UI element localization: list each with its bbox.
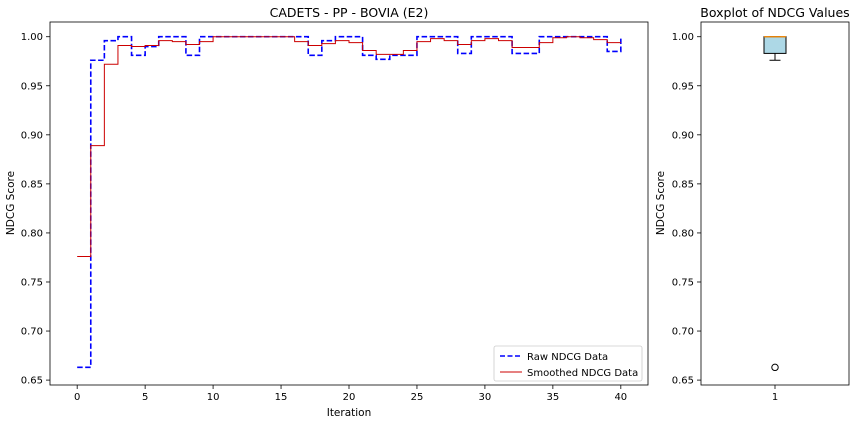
box-axes-frame xyxy=(700,21,850,386)
box-iqr xyxy=(763,36,787,54)
main-y-axis-label: NDCG Score xyxy=(5,171,17,235)
y-tick-label: 0.95 xyxy=(21,81,43,92)
y-tick-label: 0.90 xyxy=(21,130,43,141)
y-tick-label: 0.70 xyxy=(21,327,43,338)
box-y-tick-label: 0.75 xyxy=(672,277,694,288)
legend: Raw NDCG Data Smoothed NDCG Data xyxy=(493,345,643,382)
main-chart-title: CADETS - PP - BOVIA (E2) xyxy=(270,5,429,20)
x-tick-label: 30 xyxy=(479,392,492,403)
main-plot-area xyxy=(77,35,622,369)
y-tick-label: 0.65 xyxy=(21,376,43,387)
x-tick-label: 5 xyxy=(142,392,148,403)
box-y-tick-label: 0.65 xyxy=(672,376,694,387)
box-y-tick-label: 0.90 xyxy=(672,130,694,141)
box-y-tick-label: 0.95 xyxy=(672,81,694,92)
main-x-ticks: 0 5 10 15 20 25 30 35 40 xyxy=(74,385,627,403)
main-x-axis-label: Iteration xyxy=(327,407,372,419)
box-chart-title: Boxplot of NDCG Values xyxy=(700,5,849,20)
box-y-tick-label: 0.80 xyxy=(672,228,694,239)
x-tick-label: 0 xyxy=(74,392,80,403)
legend-raw-label: Raw NDCG Data xyxy=(527,352,608,363)
box-y-tick-label: 1.00 xyxy=(672,32,694,43)
box-x-tick-label: 1 xyxy=(772,392,778,403)
main-y-ticks: 0.65 0.70 0.75 0.80 0.85 0.90 0.95 1.00 xyxy=(21,32,50,387)
box-y-ticks: 0.65 0.70 0.75 0.80 0.85 0.90 0.95 1.00 xyxy=(672,32,701,387)
box-outlier xyxy=(771,363,779,372)
x-tick-label: 40 xyxy=(614,392,627,403)
box-chart: Boxplot of NDCG Values 1 0.65 0.70 0.75 0.8… xyxy=(655,5,850,403)
box-x-ticks: 1 xyxy=(772,385,778,403)
box-plot-area xyxy=(763,36,787,372)
legend-frame xyxy=(493,345,643,382)
x-tick-label: 35 xyxy=(546,392,559,403)
box-y-axis-label: NDCG Score xyxy=(655,171,667,235)
main-chart: CADETS - PP - BOVIA (E2) 0 5 10 15 20 25 30 35 4… xyxy=(5,5,649,419)
x-tick-label: 15 xyxy=(275,392,288,403)
y-tick-label: 0.75 xyxy=(21,277,43,288)
box-y-tick-label: 0.85 xyxy=(672,179,694,190)
y-tick-label: 0.85 xyxy=(21,179,43,190)
x-tick-label: 25 xyxy=(411,392,424,403)
y-tick-label: 1.00 xyxy=(21,32,43,43)
x-tick-label: 10 xyxy=(207,392,220,403)
x-tick-label: 20 xyxy=(343,392,356,403)
series-line-raw xyxy=(77,35,622,369)
main-axes-frame xyxy=(49,21,649,386)
series-line-smoothed xyxy=(77,36,621,257)
legend-smoothed-label: Smoothed NDCG Data xyxy=(527,368,638,379)
y-tick-label: 0.80 xyxy=(21,228,43,239)
box-y-tick-label: 0.70 xyxy=(672,327,694,338)
